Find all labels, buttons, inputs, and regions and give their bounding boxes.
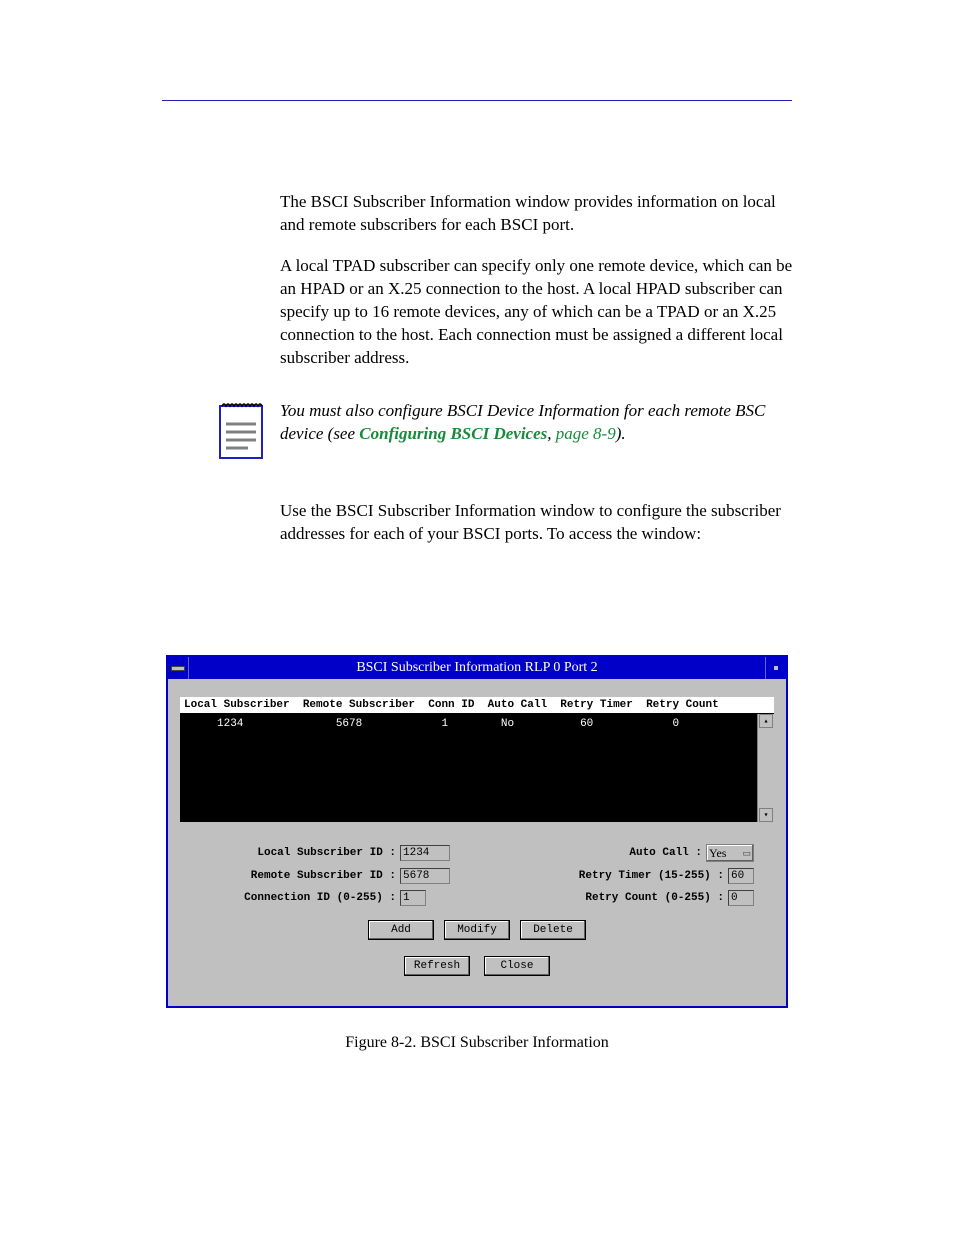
header-rule bbox=[162, 100, 792, 101]
form-row-2: Remote Subscriber ID : Retry Timer (15-2… bbox=[180, 868, 774, 884]
refresh-button[interactable]: Refresh bbox=[404, 956, 470, 976]
window-title: BSCI Subscriber Information RLP 0 Port 2 bbox=[189, 657, 765, 679]
button-row-2: Refresh Close bbox=[180, 956, 774, 976]
paragraph-1: The BSCI Subscriber Information window p… bbox=[280, 191, 794, 237]
retry-count-input[interactable] bbox=[728, 890, 754, 906]
retry-timer-input[interactable] bbox=[728, 868, 754, 884]
add-button[interactable]: Add bbox=[368, 920, 434, 940]
close-button[interactable]: Close bbox=[484, 956, 550, 976]
list-body[interactable]: 1234 5678 1 No 60 0 bbox=[180, 714, 757, 822]
window-menu-icon[interactable] bbox=[168, 657, 189, 679]
scrollbar[interactable]: ▴ ▾ bbox=[757, 714, 774, 822]
note-icon-wrap bbox=[218, 400, 280, 460]
connection-id-label: Connection ID (0-255) : bbox=[180, 892, 400, 904]
modify-button[interactable]: Modify bbox=[444, 920, 510, 940]
note-sep: , bbox=[547, 424, 556, 443]
bsci-window: BSCI Subscriber Information RLP 0 Port 2… bbox=[166, 655, 788, 1008]
button-row-1: Add Modify Delete bbox=[180, 920, 774, 940]
list-header: Local Subscriber Remote Subscriber Conn … bbox=[180, 697, 774, 714]
scroll-down-icon[interactable]: ▾ bbox=[759, 808, 773, 822]
remote-subscriber-label: Remote Subscriber ID : bbox=[180, 870, 400, 882]
local-subscriber-input[interactable] bbox=[400, 845, 450, 861]
titlebar: BSCI Subscriber Information RLP 0 Port 2 bbox=[168, 657, 786, 679]
note-pageref: page 8-9 bbox=[556, 424, 616, 443]
retry-timer-label: Retry Timer (15-255) : bbox=[579, 870, 728, 882]
form: Local Subscriber ID : Auto Call : Yes ▭ … bbox=[180, 844, 774, 976]
note-link[interactable]: Configuring BSCI Devices bbox=[359, 424, 547, 443]
window-panel: Local Subscriber Remote Subscriber Conn … bbox=[168, 679, 786, 976]
scroll-up-icon[interactable]: ▴ bbox=[759, 714, 773, 728]
auto-call-label: Auto Call : bbox=[629, 847, 706, 859]
note-post: ). bbox=[616, 424, 626, 443]
note-text: You must also configure BSCI Device Info… bbox=[280, 400, 794, 446]
figure-caption: Figure 8-2. BSCI Subscriber Information bbox=[0, 1034, 954, 1052]
local-subscriber-label: Local Subscriber ID : bbox=[180, 847, 400, 859]
connection-id-input[interactable] bbox=[400, 890, 426, 906]
note-block: You must also configure BSCI Device Info… bbox=[218, 400, 794, 460]
notepad-icon bbox=[218, 400, 264, 460]
chevron-down-icon: ▭ bbox=[740, 848, 751, 859]
auto-call-dropdown[interactable]: Yes ▭ bbox=[706, 844, 754, 862]
remote-subscriber-input[interactable] bbox=[400, 868, 450, 884]
auto-call-value: Yes bbox=[709, 846, 726, 861]
paragraph-3: Use the BSCI Subscriber Information wind… bbox=[280, 500, 794, 546]
delete-button[interactable]: Delete bbox=[520, 920, 586, 940]
window-minimize-icon[interactable] bbox=[765, 657, 786, 679]
list-wrap: 1234 5678 1 No 60 0 ▴ ▾ bbox=[180, 714, 774, 822]
form-row-1: Local Subscriber ID : Auto Call : Yes ▭ bbox=[180, 844, 774, 862]
form-row-3: Connection ID (0-255) : Retry Count (0-2… bbox=[180, 890, 774, 906]
paragraph-2: A local TPAD subscriber can specify only… bbox=[280, 255, 794, 370]
retry-count-label: Retry Count (0-255) : bbox=[585, 892, 728, 904]
page: The BSCI Subscriber Information window p… bbox=[0, 100, 954, 1052]
